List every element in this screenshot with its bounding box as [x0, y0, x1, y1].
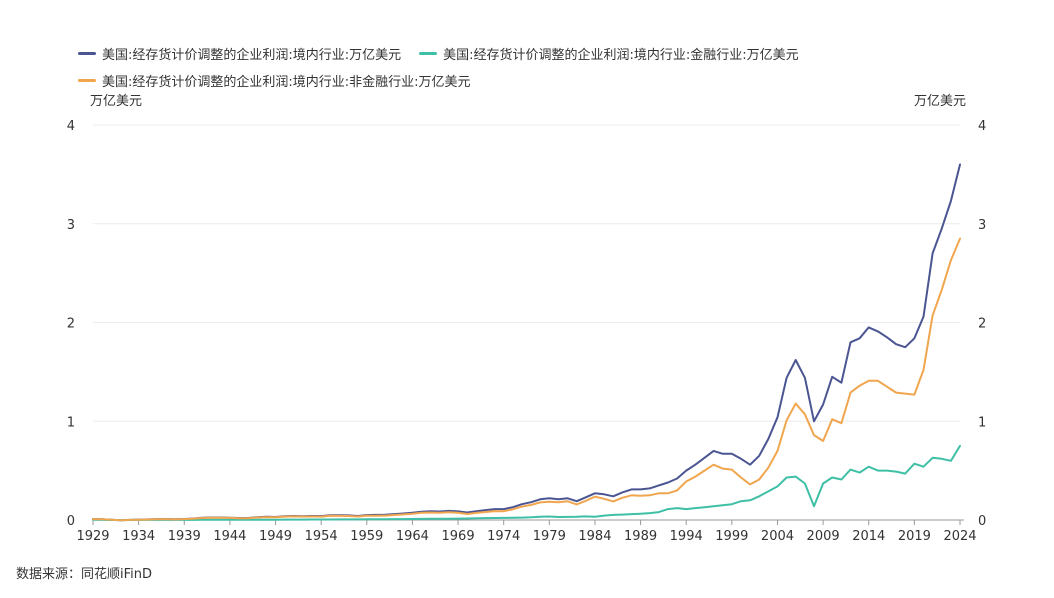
legend-item[interactable]: 美国:经存货计价调整的企业利润:境内行业:万亿美元 — [78, 44, 401, 63]
x-tick-label: 1939 — [168, 529, 201, 544]
legend: 美国:经存货计价调整的企业利润:境内行业:万亿美元美国:经存货计价调整的企业利润… — [78, 40, 1038, 94]
x-tick-label: 1949 — [259, 529, 292, 544]
x-tick-label: 2009 — [807, 529, 840, 544]
series-line-2 — [92, 444, 961, 521]
legend-label: 美国:经存货计价调整的企业利润:境内行业:非金融行业:万亿美元 — [102, 75, 471, 90]
x-tick-label: 1969 — [442, 529, 475, 544]
legend-swatch — [78, 52, 96, 55]
series-line-3 — [92, 237, 961, 522]
y-tick-label-right: 4 — [978, 119, 986, 134]
y-axis-unit-right: 万亿美元 — [913, 94, 966, 109]
x-tick-label: 2004 — [761, 529, 794, 544]
x-tick-label: 1999 — [715, 529, 748, 544]
x-tick-label: 1944 — [213, 529, 246, 544]
y-tick-label-left: 2 — [67, 317, 75, 332]
x-tick-label: 1954 — [305, 529, 338, 544]
x-tick-label: 2019 — [898, 529, 931, 544]
x-tick-label: 2014 — [852, 529, 885, 544]
y-tick-label-left: 3 — [67, 218, 75, 233]
legend-item[interactable]: 美国:经存货计价调整的企业利润:境内行业:非金融行业:万亿美元 — [78, 71, 471, 90]
legend-swatch — [78, 79, 96, 82]
x-tick-label: 1929 — [76, 529, 109, 544]
legend-label: 美国:经存货计价调整的企业利润:境内行业:金融行业:万亿美元 — [443, 48, 799, 63]
y-axis-unit-left: 万亿美元 — [90, 94, 143, 109]
y-tick-label-left: 4 — [67, 119, 75, 134]
x-tick-label: 1994 — [670, 529, 703, 544]
series-line-1 — [92, 163, 961, 522]
x-tick-label: 1974 — [487, 529, 520, 544]
y-tick-label-left: 0 — [67, 514, 75, 529]
y-tick-label-right: 0 — [978, 514, 986, 529]
x-tick-label: 1959 — [350, 529, 383, 544]
y-tick-label-right: 3 — [978, 218, 986, 233]
legend-row: 美国:经存货计价调整的企业利润:境内行业:万亿美元 美国:经存货计价调整的企业利润… — [78, 40, 1038, 67]
y-tick-label-right: 1 — [978, 415, 986, 430]
legend-item[interactable]: 美国:经存货计价调整的企业利润:境内行业:金融行业:万亿美元 — [419, 44, 799, 63]
legend-row: 美国:经存货计价调整的企业利润:境内行业:非金融行业:万亿美元 — [78, 67, 1038, 94]
x-tick-label: 1964 — [396, 529, 429, 544]
y-tick-label-left: 1 — [67, 415, 75, 430]
x-tick-label: 1984 — [578, 529, 611, 544]
data-source-note: 数据来源：同花顺iFinD — [16, 567, 153, 582]
y-tick-label-right: 2 — [978, 317, 986, 332]
x-tick-label: 1989 — [624, 529, 657, 544]
legend-swatch — [419, 52, 438, 55]
x-tick-label: 1934 — [122, 529, 155, 544]
x-tick-label: 2024 — [943, 529, 976, 544]
legend-label: 美国:经存货计价调整的企业利润:境内行业:万亿美元 — [102, 48, 402, 63]
x-tick-label: 1979 — [533, 529, 566, 544]
